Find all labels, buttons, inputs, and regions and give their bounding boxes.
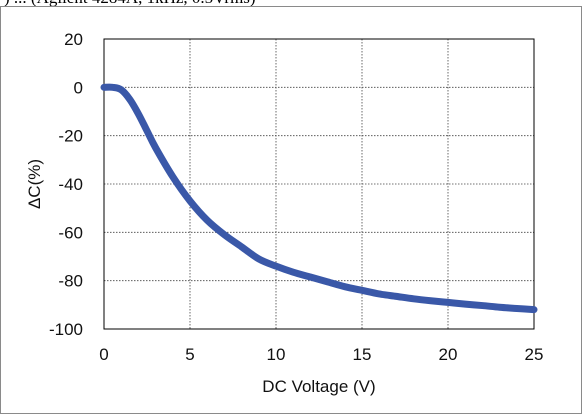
y-tick-label: -100	[49, 320, 83, 339]
x-tick-label: 0	[99, 345, 108, 364]
x-tick-label: 5	[185, 345, 194, 364]
x-axis-label: DC Voltage (V)	[262, 377, 375, 396]
y-axis-label: ΔC(%)	[25, 159, 44, 209]
y-tick-label: 20	[64, 30, 83, 49]
x-tick-label: 15	[353, 345, 372, 364]
y-tick-label: 0	[74, 78, 83, 97]
y-tick-labels: 20 0 -20 -40 -60 -80 -100	[49, 30, 83, 339]
grid-lines	[103, 38, 535, 330]
y-tick-label: -80	[58, 272, 83, 291]
x-tick-label: 25	[525, 345, 544, 364]
x-tick-label: 10	[267, 345, 286, 364]
caption-text: ) ... (Agilent 4284A, 1kHz, 0.5Vrms)	[0, 0, 584, 8]
plot-area	[103, 38, 535, 330]
y-tick-label: -20	[58, 127, 83, 146]
x-tick-label: 20	[439, 345, 458, 364]
y-tick-label: -40	[58, 175, 83, 194]
chart-frame	[0, 6, 582, 414]
y-tick-label: -60	[58, 223, 83, 242]
x-tick-labels: 0 5 10 15 20 25	[99, 345, 543, 364]
series-line	[100, 83, 538, 314]
